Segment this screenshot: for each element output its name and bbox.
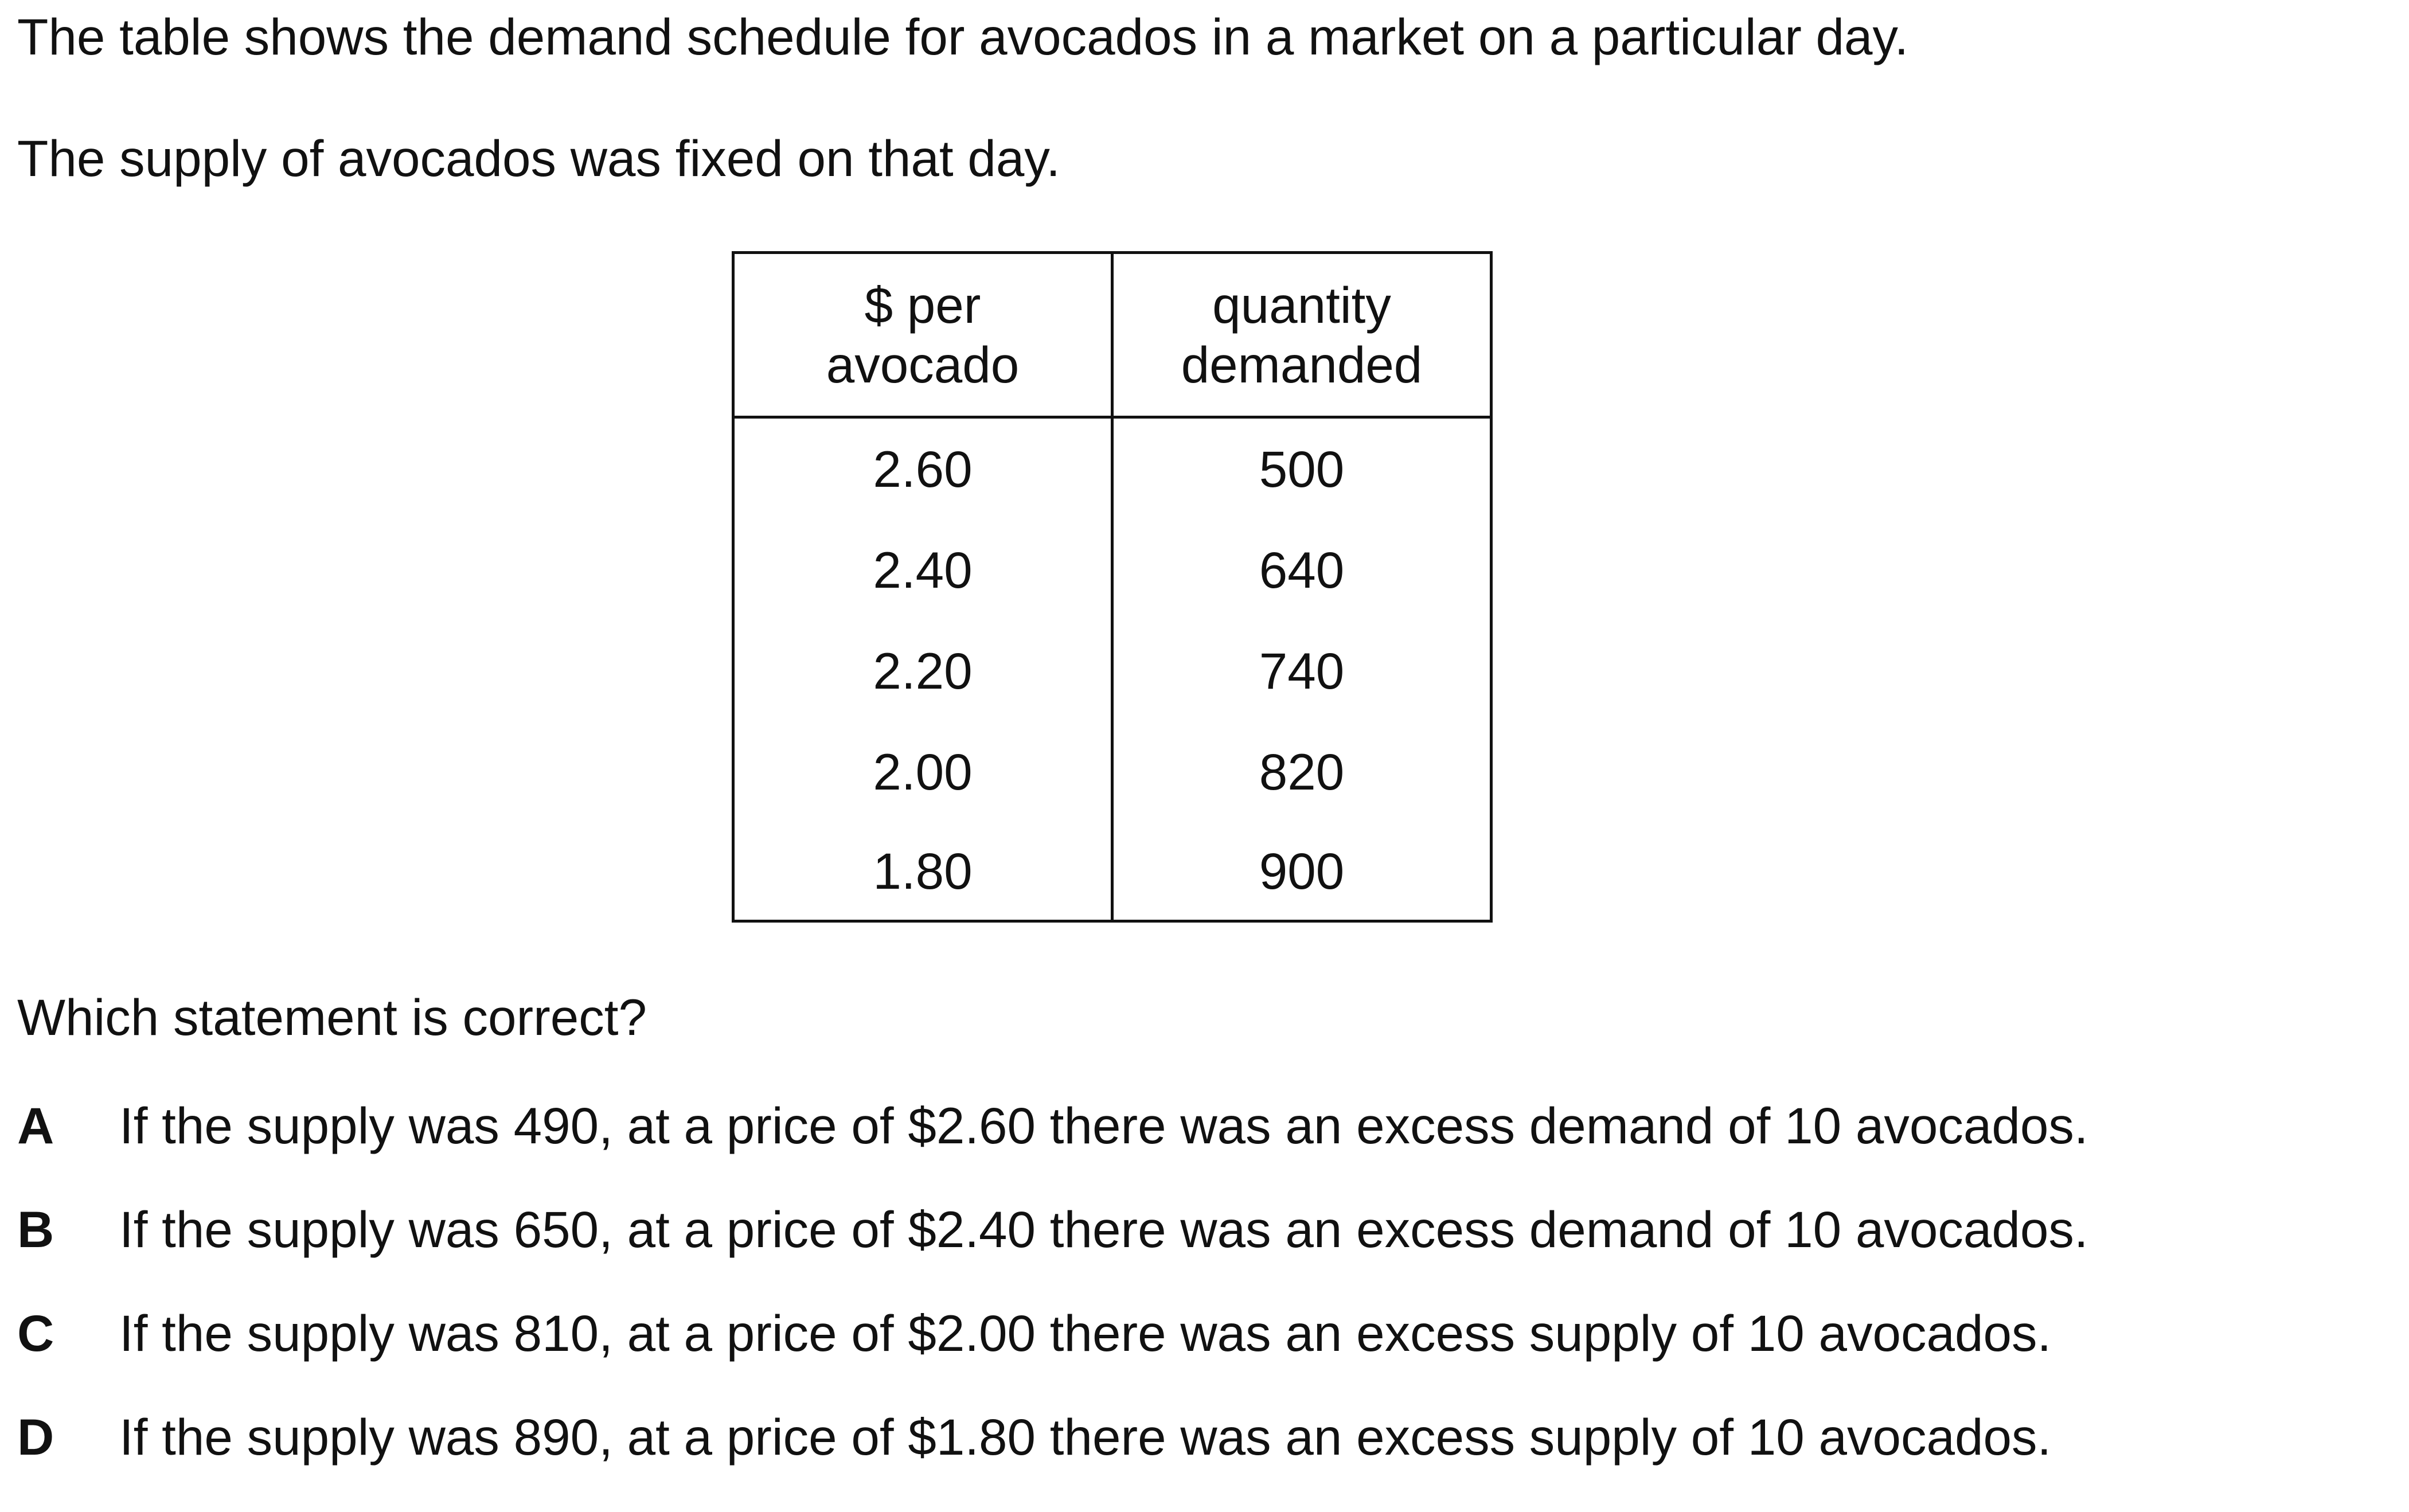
option-letter: D xyxy=(17,1408,54,1466)
option-text: If the supply was 650, at a price of $2.… xyxy=(119,1201,2088,1258)
option-letter: C xyxy=(17,1304,54,1362)
option-letter: B xyxy=(17,1201,54,1258)
table-row: 1.80 900 xyxy=(732,822,1493,923)
quantity-cell: 500 xyxy=(1111,417,1493,519)
quantity-cell: 900 xyxy=(1111,822,1493,923)
header-text: demanded xyxy=(1181,336,1423,393)
header-text: quantity xyxy=(1212,276,1391,334)
quantity-column-header: quantity demanded xyxy=(1111,251,1493,419)
table-row: 2.20 740 xyxy=(732,620,1493,721)
question-stem: Which statement is correct? xyxy=(17,989,647,1046)
price-column-header: $ per avocado xyxy=(732,251,1114,419)
price-cell: 2.20 xyxy=(732,620,1114,721)
demand-schedule-table: $ per avocado quantity demanded 2.60 500… xyxy=(732,251,1493,923)
price-cell: 2.40 xyxy=(732,519,1114,620)
supply-statement: The supply of avocados was fixed on that… xyxy=(17,130,1060,187)
price-cell: 1.80 xyxy=(732,822,1114,923)
option-text: If the supply was 810, at a price of $2.… xyxy=(119,1304,2052,1362)
price-cell: 2.60 xyxy=(732,417,1114,519)
price-cell: 2.00 xyxy=(732,721,1114,822)
option-letter: A xyxy=(17,1097,54,1154)
question-page: The table shows the demand schedule for … xyxy=(17,8,2088,1466)
option-text: If the supply was 490, at a price of $2.… xyxy=(119,1097,2088,1154)
table-row: 2.40 640 xyxy=(732,519,1493,620)
option-text: If the supply was 890, at a price of $1.… xyxy=(119,1408,2052,1466)
table-row: 2.00 820 xyxy=(732,721,1493,822)
quantity-cell: 820 xyxy=(1111,721,1493,822)
table-row: 2.60 500 xyxy=(732,417,1493,519)
table-header-row: $ per avocado quantity demanded xyxy=(732,251,1493,419)
quantity-cell: 740 xyxy=(1111,620,1493,721)
quantity-cell: 640 xyxy=(1111,519,1493,620)
intro-sentence: The table shows the demand schedule for … xyxy=(17,8,1909,65)
header-text: avocado xyxy=(826,336,1020,393)
header-text: $ per xyxy=(864,276,981,334)
